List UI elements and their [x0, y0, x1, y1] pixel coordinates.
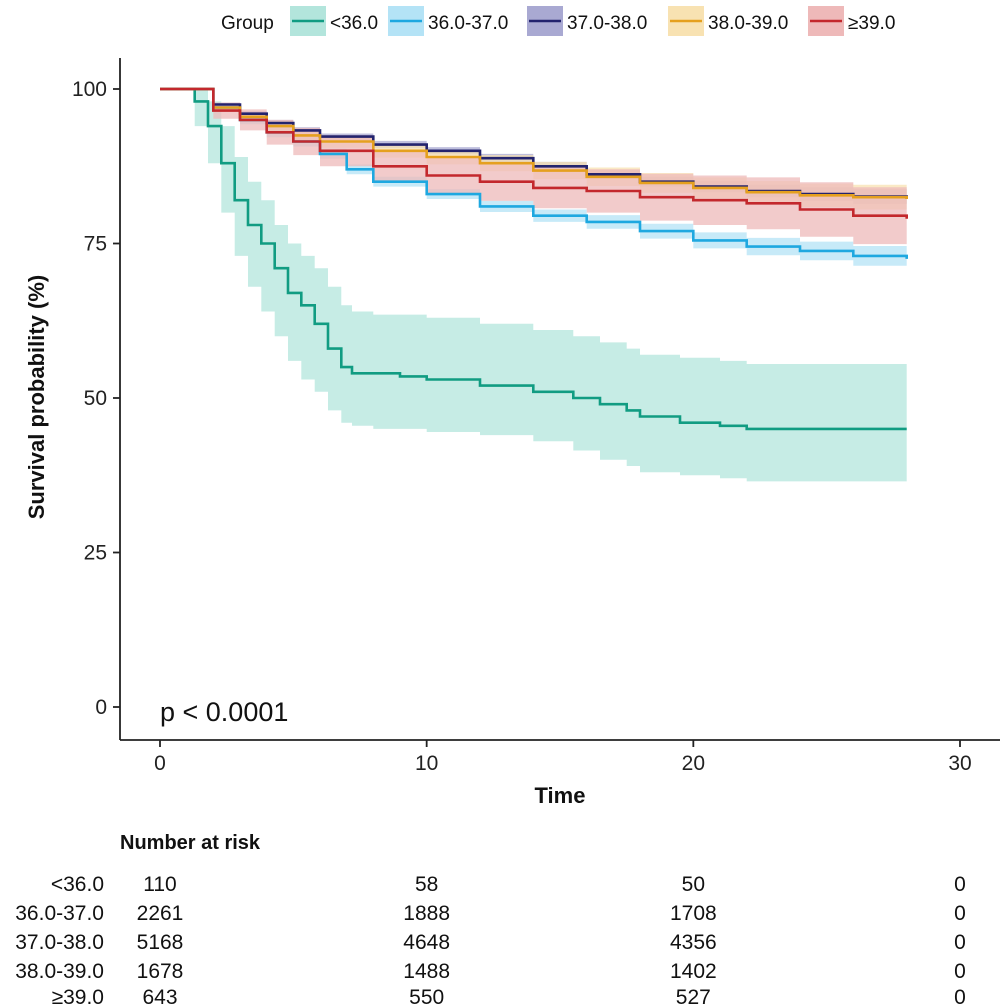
legend-label: 37.0-38.0 — [567, 13, 647, 34]
confidence-bands — [160, 89, 907, 482]
ci-band-lt-360 — [160, 89, 907, 482]
p-value-label: p < 0.0001 — [160, 697, 288, 727]
risk-count: 0 — [954, 986, 966, 1008]
y-tick-label: 50 — [84, 387, 107, 410]
risk-count: 58 — [415, 873, 438, 896]
risk-count: 0 — [954, 931, 966, 954]
risk-count: 1888 — [403, 902, 450, 925]
risk-row-label: 36.0-37.0 — [15, 902, 104, 925]
risk-count: 1678 — [137, 960, 184, 983]
legend-item-370-380: 37.0-38.0 — [527, 6, 647, 36]
risk-count: 110 — [143, 873, 176, 896]
x-tick-label: 10 — [415, 752, 438, 775]
risk-table-title: Number at risk — [120, 832, 261, 854]
y-axis-title: Survival probability (%) — [24, 275, 49, 520]
legend-title: Group — [221, 13, 274, 34]
legend-item-380-390: 38.0-39.0 — [668, 6, 788, 36]
x-tick-label: 30 — [948, 752, 971, 775]
curve-380-390 — [160, 87, 908, 199]
x-tick-label: 0 — [154, 752, 166, 775]
risk-row-360-370: 36.0-37.0 2261 1888 1708 0 — [15, 902, 966, 925]
survival-curves — [160, 87, 908, 431]
axes: 0 25 50 75 100 0 10 20 30 — [72, 58, 1000, 775]
risk-count: 4356 — [670, 931, 717, 954]
risk-count: 527 — [676, 986, 711, 1008]
y-tick-label: 100 — [72, 78, 107, 101]
x-axis-title: Time — [535, 783, 586, 808]
risk-row-label: 37.0-38.0 — [15, 931, 104, 954]
x-tick-label: 20 — [682, 752, 705, 775]
risk-row-label: 38.0-39.0 — [15, 960, 104, 983]
y-tick-label: 25 — [84, 542, 107, 565]
risk-row-370-380: 37.0-38.0 5168 4648 4356 0 — [15, 931, 966, 954]
y-tick-label: 0 — [95, 696, 107, 719]
risk-row-lt-360: <36.0 110 58 50 0 — [51, 873, 966, 896]
risk-table: <36.0 110 58 50 036.0-37.0 2261 1888 1708 037.0-… — [15, 873, 966, 1008]
legend-item-lt-360: <36.0 — [290, 6, 378, 36]
y-tick-label: 75 — [84, 233, 107, 256]
legend-label: 36.0-37.0 — [428, 13, 508, 34]
legend-label: <36.0 — [330, 13, 378, 34]
legend: Group <36.0 36.0-37.0 37.0-38.0 38.0-39.0 ≥39… — [221, 6, 895, 36]
curve-ge-390 — [160, 87, 908, 219]
risk-row-380-390: 38.0-39.0 1678 1488 1402 0 — [15, 960, 966, 983]
plot-area — [160, 87, 908, 482]
risk-row-label: ≥39.0 — [52, 986, 104, 1008]
risk-count: 5168 — [137, 931, 184, 954]
risk-row-ge-390: ≥39.0 643 550 527 0 — [52, 986, 966, 1008]
risk-count: 0 — [954, 873, 966, 896]
risk-count: 1402 — [670, 960, 717, 983]
legend-label: 38.0-39.0 — [708, 13, 788, 34]
risk-count: 0 — [954, 902, 966, 925]
risk-count: 643 — [142, 986, 177, 1008]
risk-row-label: <36.0 — [51, 873, 104, 896]
risk-count: 1488 — [403, 960, 450, 983]
risk-count: 0 — [954, 960, 966, 983]
risk-count: 2261 — [137, 902, 184, 925]
risk-count: 550 — [409, 986, 444, 1008]
curve-lt-360 — [160, 87, 907, 431]
legend-item-ge-390: ≥39.0 — [808, 6, 895, 36]
risk-count: 50 — [682, 873, 705, 896]
risk-count: 1708 — [670, 902, 717, 925]
risk-count: 4648 — [403, 931, 450, 954]
legend-label: ≥39.0 — [848, 13, 895, 34]
legend-item-360-370: 36.0-37.0 — [388, 6, 508, 36]
